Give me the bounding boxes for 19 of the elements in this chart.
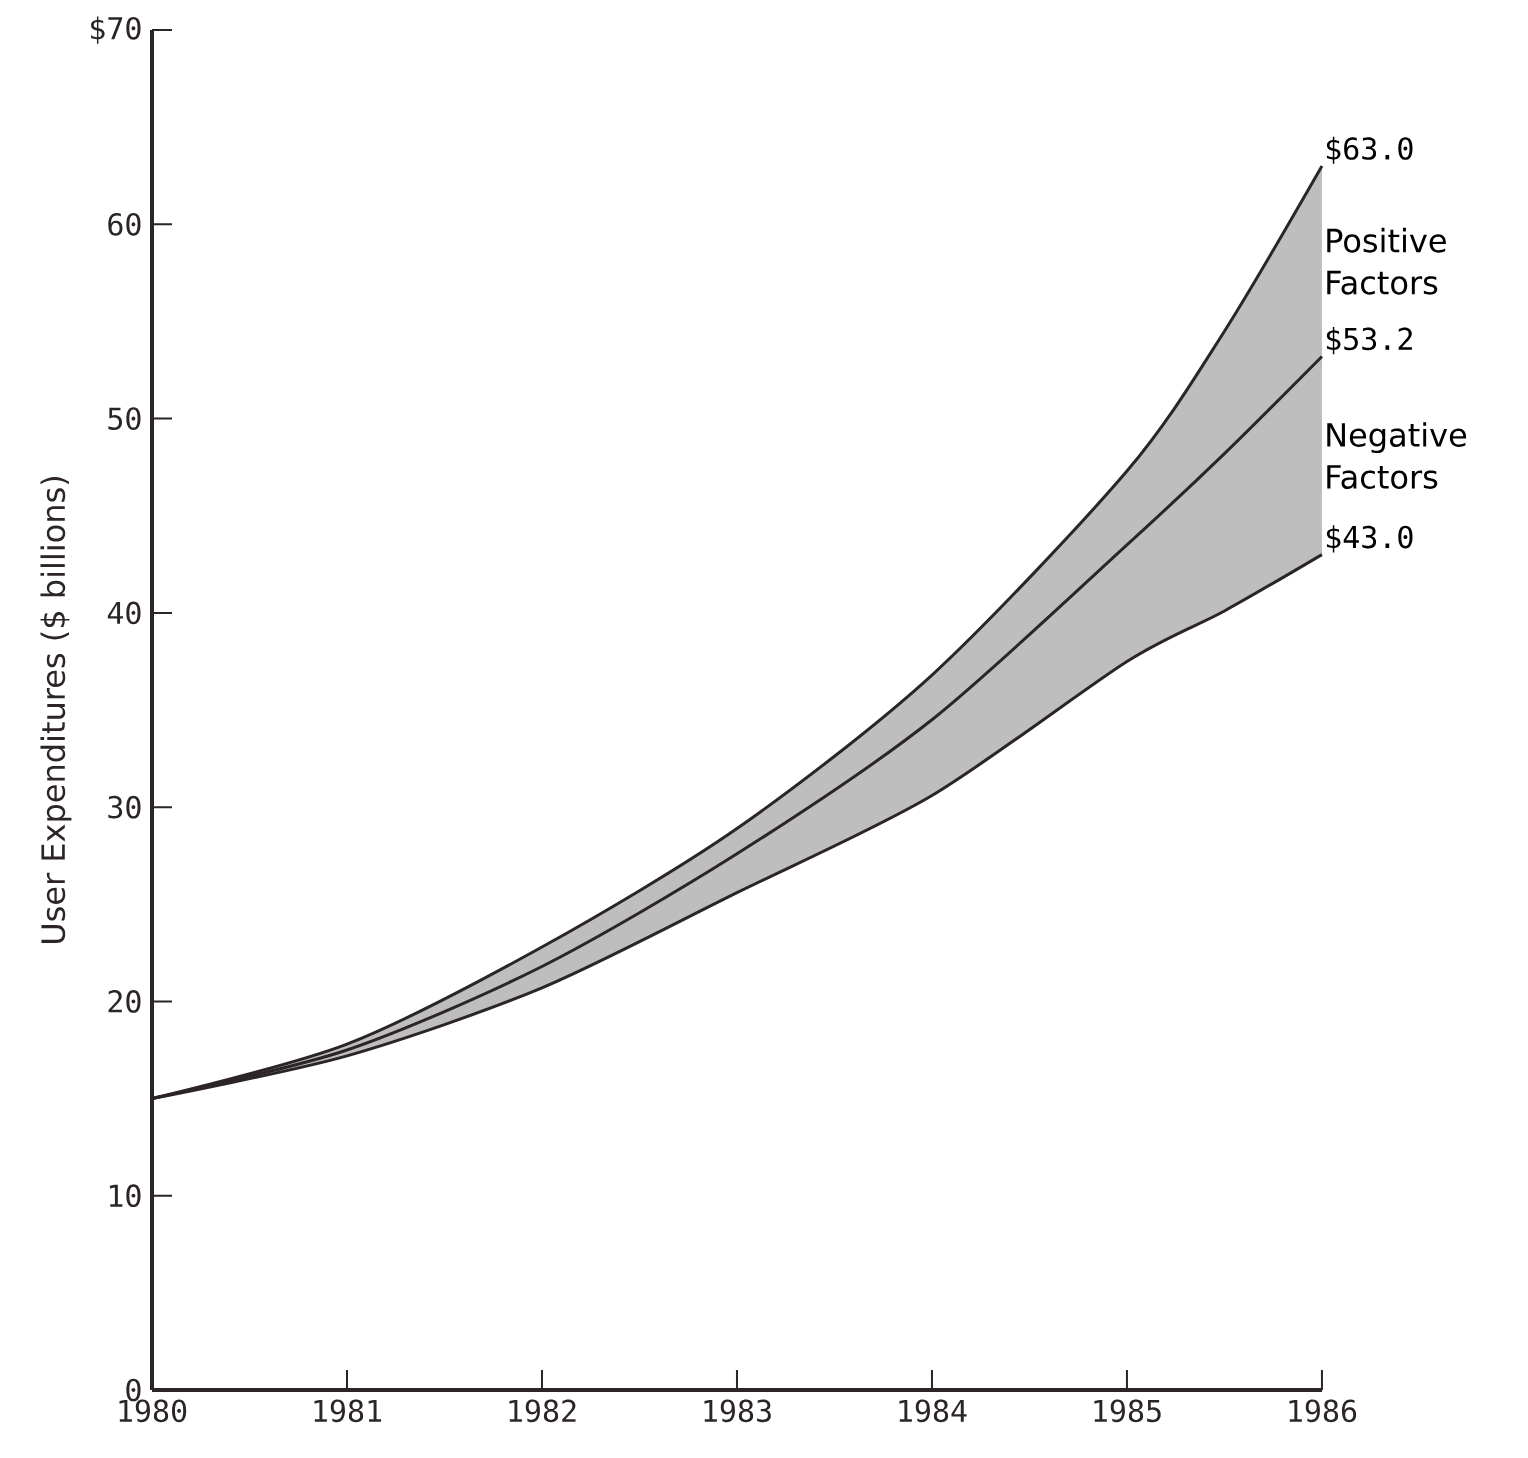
x-tick-label: 1983	[704, 1399, 771, 1423]
text: Negative Factors	[1327, 422, 1467, 489]
text: Positive Factors	[1327, 227, 1446, 295]
y-tick-label: 30	[108, 795, 141, 819]
text: $53.2	[1326, 327, 1412, 355]
y-tick-label: 50	[108, 407, 141, 430]
text: $43.0	[1326, 525, 1413, 553]
y-tick-label: 20	[108, 990, 141, 1013]
x-tick-label: 1985	[1094, 1399, 1161, 1423]
y-tick-label: 40	[107, 601, 141, 625]
x-tick-label: 1984	[899, 1399, 967, 1423]
x-tick-label: 1986	[1289, 1399, 1357, 1423]
y-tick-label: $70	[91, 16, 141, 44]
text: $63.0	[1326, 136, 1413, 164]
y-tick-label: 10	[109, 1184, 141, 1208]
x-tick-label: 1981	[314, 1399, 382, 1423]
y-tick-label: 60	[108, 212, 141, 236]
y-axis-title: User Expenditures ($ billions)	[40, 477, 72, 943]
x-tick-label: 1982	[509, 1399, 576, 1423]
